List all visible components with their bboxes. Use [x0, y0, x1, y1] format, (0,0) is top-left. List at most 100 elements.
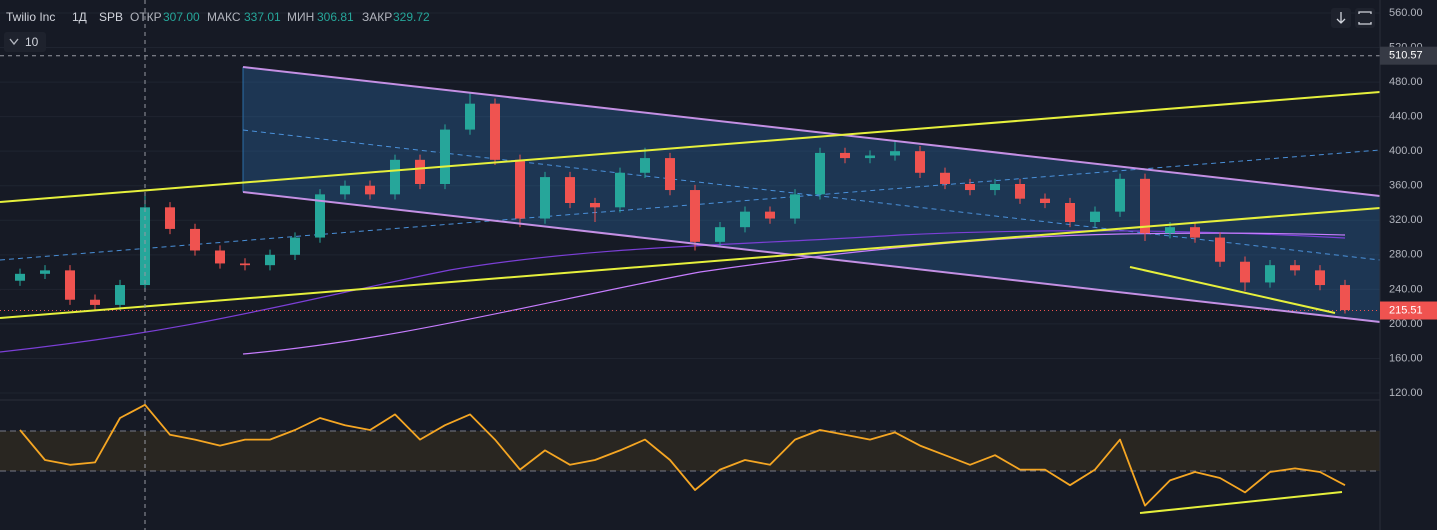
trend-line [1139, 491, 1343, 514]
candle-body [1040, 198, 1050, 203]
channel-fill [243, 67, 1380, 322]
candle-body [690, 190, 700, 242]
moving-average [242, 232, 1346, 355]
candle-body [1065, 203, 1075, 222]
y-tick-label: 360.00 [1389, 180, 1423, 192]
open-value: 307.00 [163, 10, 200, 24]
oscillator-band [0, 431, 1380, 471]
fullscreen-button[interactable] [1355, 8, 1375, 28]
candle-body [790, 194, 800, 219]
y-tick-label: 480.00 [1389, 76, 1423, 88]
candle-body [490, 103, 500, 160]
crosshair-price-tag [1380, 46, 1437, 65]
candle-body [965, 184, 975, 191]
legend: Twilio Inc 1Д SPB ОТКР 307.00 МАКС 337.0… [4, 8, 1375, 52]
oscillator-line [19, 403, 1346, 507]
y-tick-label: 240.00 [1389, 283, 1423, 295]
candle-body [540, 177, 550, 219]
price-axis [1380, 0, 1437, 530]
candle-body [465, 103, 475, 130]
trend-line [1129, 266, 1336, 314]
candle-body [1165, 227, 1175, 234]
candle-body [240, 263, 250, 266]
candle-body [415, 159, 425, 184]
y-tick-label: 120.00 [1389, 387, 1423, 399]
crosshair-price: 510.57 [1389, 50, 1423, 62]
candle-body [740, 211, 750, 228]
candle-body [315, 194, 325, 238]
candle-body [265, 254, 275, 266]
down-icon [1336, 12, 1346, 24]
candle-body [940, 172, 950, 184]
y-tick-label: 440.00 [1389, 111, 1423, 123]
trend-line [0, 207, 1381, 319]
candle-body [140, 207, 150, 286]
trend-line [242, 66, 1381, 197]
indicator-toggle[interactable]: 10 [4, 32, 46, 52]
y-tick-label: 560.00 [1389, 7, 1423, 19]
indicator-count: 10 [25, 35, 39, 49]
candle-body [665, 158, 675, 191]
grid [0, 12, 1380, 394]
scroll-button[interactable] [1331, 8, 1351, 28]
fullscreen-icon [1358, 11, 1372, 25]
exchange: SPB [99, 10, 123, 24]
candle-body [190, 228, 200, 251]
candle-body [840, 152, 850, 159]
y-tick-label: 160.00 [1389, 352, 1423, 364]
y-tick-label: 400.00 [1389, 145, 1423, 157]
chevron-icon [9, 38, 19, 46]
candle-body [1215, 237, 1225, 262]
trend-line [0, 91, 1381, 203]
candle-body [1140, 178, 1150, 234]
candle-body [1015, 184, 1025, 199]
close-label: ЗАКР [362, 10, 392, 24]
symbol: Twilio Inc [6, 10, 55, 24]
y-tick-label: 320.00 [1389, 214, 1423, 226]
candle-body [1315, 270, 1325, 286]
candle-body [390, 159, 400, 195]
candle-body [1265, 265, 1275, 283]
channel-mid [0, 149, 1381, 261]
candle-body [715, 227, 725, 242]
candle-body [1290, 265, 1300, 271]
candle-body [990, 184, 1000, 191]
moving-average [0, 230, 1346, 353]
y-tick-label: 280.00 [1389, 249, 1423, 261]
oscillator [19, 403, 1346, 507]
candle-body [340, 185, 350, 195]
candle-body [1090, 211, 1100, 222]
candle-body [365, 185, 375, 195]
candle-body [615, 172, 625, 208]
open-label: ОТКР [130, 10, 162, 24]
candle-body [865, 155, 875, 159]
channel-mid [242, 129, 1381, 261]
low-label: МИН [287, 10, 314, 24]
candle-body [890, 151, 900, 156]
candle-body [65, 270, 75, 300]
interval: 1Д [72, 10, 87, 24]
low-value: 306.81 [317, 10, 354, 24]
y-tick-label: 200.00 [1389, 318, 1423, 330]
candle-body [1340, 285, 1350, 311]
candle-body [640, 158, 650, 173]
candle-body [165, 207, 175, 229]
candle-body [90, 299, 100, 305]
indicator-toggle-bg[interactable] [4, 32, 46, 52]
candle-body [1115, 178, 1125, 212]
close-value: 329.72 [393, 10, 430, 24]
candle-body [565, 177, 575, 203]
candle-body [290, 237, 300, 255]
high-value: 337.01 [244, 10, 281, 24]
candle-body [815, 152, 825, 195]
candle-body [765, 211, 775, 219]
button-bg[interactable] [1355, 8, 1375, 28]
candle-body [1190, 227, 1200, 238]
candle-body [590, 203, 600, 208]
candle-body [115, 285, 125, 305]
last-price: 215.51 [1389, 304, 1423, 316]
candle-body [915, 151, 925, 173]
trend-line [242, 191, 1381, 323]
